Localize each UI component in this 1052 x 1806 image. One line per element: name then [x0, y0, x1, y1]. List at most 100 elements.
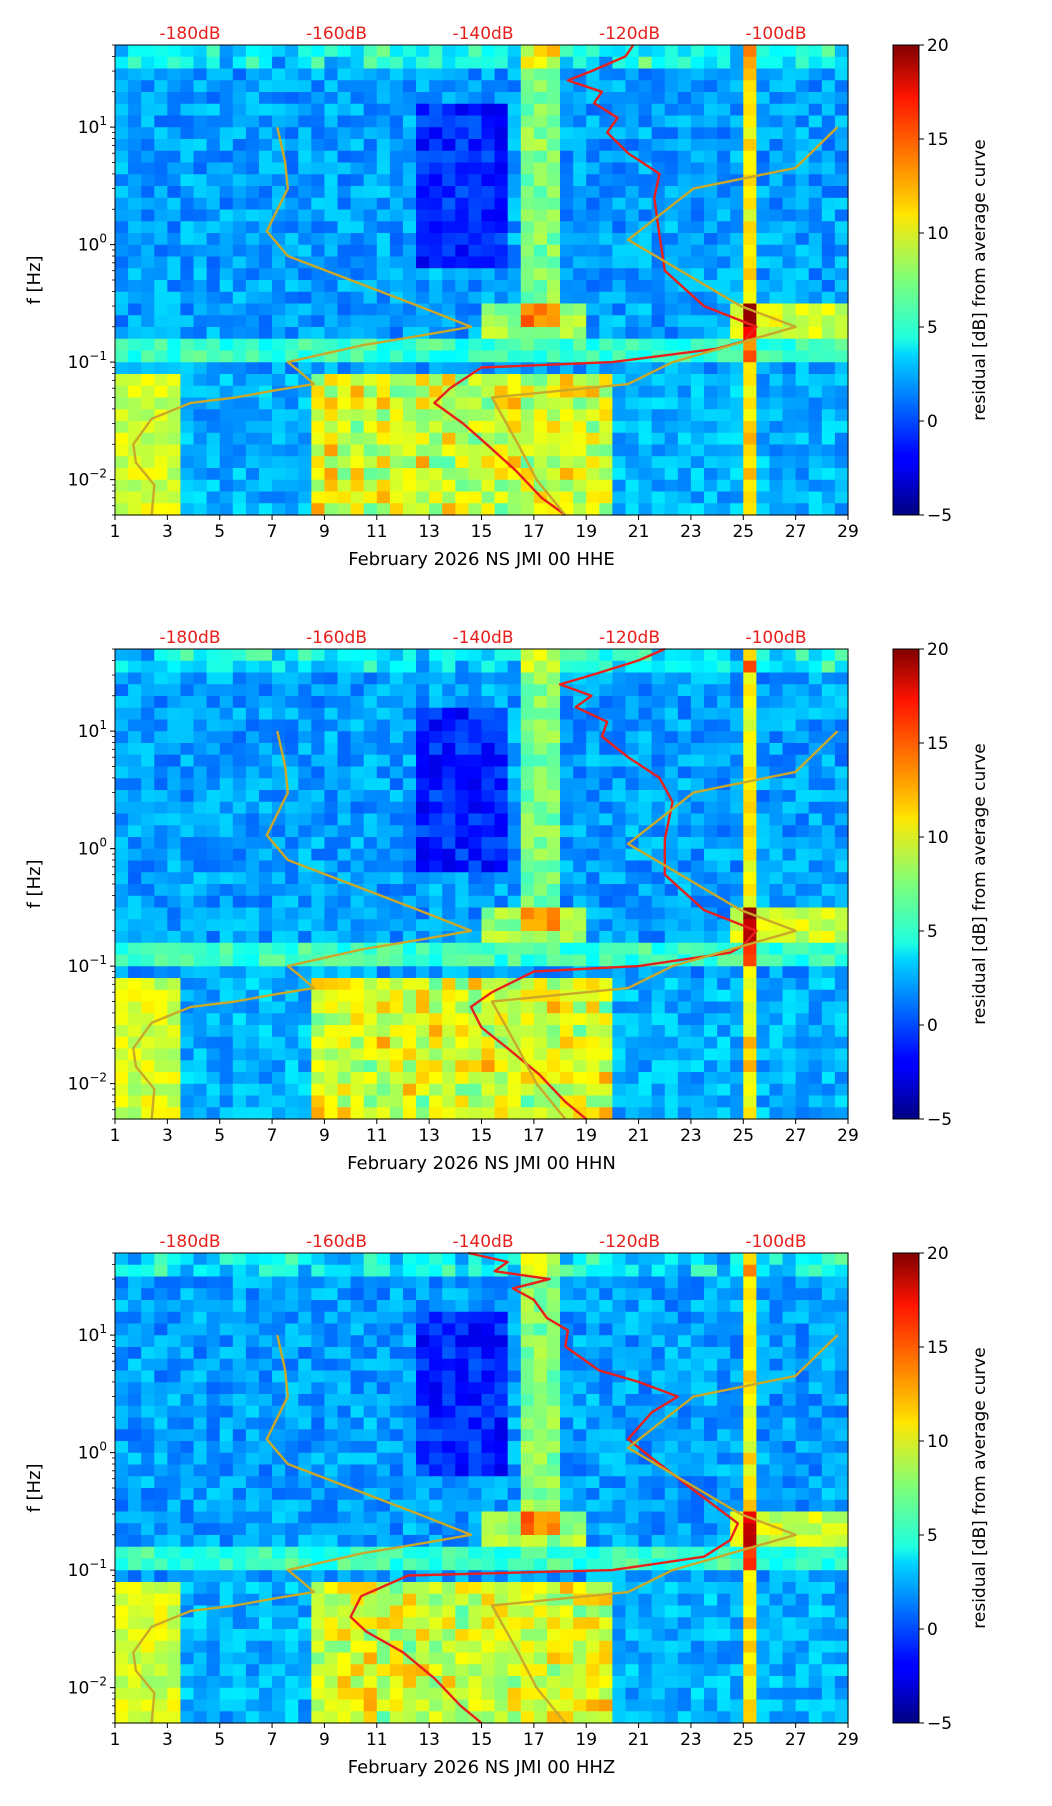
spectrogram-cell: [651, 92, 666, 105]
spectrogram-cell: [664, 56, 679, 70]
spectrogram-cell: [219, 731, 234, 744]
spectrogram-cell: [795, 503, 810, 516]
spectrogram-cell: [324, 1072, 339, 1085]
spectrogram-cell: [533, 1107, 548, 1120]
spectrogram-cell: [664, 649, 679, 662]
spectrogram-cell: [298, 672, 312, 685]
spectrogram-cell: [520, 115, 535, 128]
spectrogram-cell: [651, 696, 666, 709]
spectrogram-cell: [756, 754, 771, 768]
spectrogram-cell: [272, 444, 286, 457]
spectrogram-cell: [180, 1429, 195, 1442]
spectrogram-cell: [298, 1001, 312, 1014]
x-tick-label: 5: [214, 522, 225, 542]
spectrogram-cell: [206, 966, 221, 979]
spectrogram-cell: [128, 397, 142, 410]
spectrogram-cell: [481, 1060, 496, 1073]
spectrogram-cell: [638, 303, 653, 316]
spectrogram-cell: [494, 327, 509, 340]
spectrogram-cell: [573, 503, 587, 516]
spectrogram-cell: [468, 825, 483, 838]
spectrogram-cell: [481, 397, 496, 410]
spectrogram-cell: [677, 919, 692, 932]
spectrogram-cell: [141, 1036, 155, 1050]
spectrogram-cell: [285, 1013, 299, 1026]
x-tick-label: 15: [471, 522, 493, 542]
spectrogram-cell: [782, 409, 797, 422]
spectrogram-cell: [821, 221, 836, 234]
spectrogram-cell: [690, 1048, 705, 1061]
spectrogram-cell: [272, 280, 286, 293]
spectrogram-cell: [520, 931, 535, 944]
spectrogram-cell: [730, 385, 744, 399]
spectrogram-cell: [546, 162, 561, 175]
spectrogram-cell: [717, 754, 731, 768]
spectrogram-cell: [206, 503, 221, 516]
spectrogram-cell: [298, 221, 312, 234]
spectrogram-cell: [167, 456, 182, 469]
spectrogram-cell: [206, 719, 221, 732]
spectrogram-cell: [298, 837, 312, 850]
spectrogram-cell: [115, 1617, 129, 1630]
spectrogram-cell: [560, 385, 574, 399]
spectrogram-cell: [704, 696, 718, 709]
spectrogram-cell: [232, 1095, 247, 1108]
spectrogram-cell: [808, 456, 823, 469]
spectrogram-cell: [285, 197, 299, 211]
spectrogram-cell: [455, 672, 470, 685]
spectrogram-cell: [599, 954, 613, 967]
spectrogram-cell: [664, 256, 679, 269]
spectrogram-cell: [258, 127, 273, 140]
spectrogram-cell: [232, 315, 247, 328]
spectrogram-cell: [206, 1452, 221, 1466]
spectrogram-cell: [154, 1464, 168, 1477]
spectrogram-cell: [206, 1535, 221, 1548]
spectrogram-cell: [258, 291, 273, 305]
spectrogram-cell: [272, 1083, 286, 1097]
spectrogram-cell: [690, 444, 705, 457]
spectrogram-cell: [442, 280, 456, 293]
spectrogram-cell: [717, 197, 731, 211]
spectrogram-cell: [298, 491, 312, 504]
spectrogram-cell: [834, 860, 849, 873]
spectrogram-cell: [821, 421, 836, 434]
spectrogram-cell: [180, 1013, 195, 1026]
spectrogram-cell: [180, 291, 195, 305]
spectrogram-cell: [206, 409, 221, 422]
spectrogram-cell: [782, 860, 797, 873]
spectrogram-cell: [429, 837, 443, 850]
spectrogram-cell: [756, 813, 771, 826]
spectrogram-cell: [481, 162, 496, 175]
spectrogram-cell: [795, 790, 810, 803]
spectrogram-cell: [795, 884, 810, 897]
spectrogram-cell: [193, 1699, 208, 1712]
spectrogram-cell: [389, 491, 404, 504]
spectrogram-cell: [690, 801, 705, 815]
spectrogram-cell: [128, 1452, 142, 1466]
spectrogram-cell: [808, 127, 823, 140]
spectrogram-cell: [494, 1060, 509, 1073]
spectrogram-cell: [468, 1072, 483, 1085]
spectrogram-cell: [180, 966, 195, 979]
spectrogram-cell: [350, 374, 365, 387]
spectrogram-cell: [638, 895, 653, 909]
spectrogram-cell: [455, 103, 470, 117]
spectrogram-cell: [298, 754, 312, 768]
spectrogram-cell: [402, 907, 417, 920]
spectrogram-cell: [115, 1095, 129, 1108]
spectrogram-cell: [730, 350, 744, 363]
spectrogram-cell: [717, 1095, 731, 1108]
spectrogram-cell: [769, 707, 784, 721]
spectrogram-cell: [586, 444, 600, 457]
spectrogram-cell: [128, 1488, 142, 1501]
spectrogram-cell: [154, 1511, 168, 1524]
x-tick-label: 19: [575, 522, 597, 542]
spectrogram-cell: [154, 503, 168, 516]
spectrogram-cell: [115, 1593, 129, 1607]
spectrogram-cell: [730, 1083, 744, 1097]
spectrogram-cell: [795, 479, 810, 493]
spectrogram-cell: [154, 1347, 168, 1360]
spectrogram-cell: [625, 174, 640, 187]
spectrogram-cell: [664, 978, 679, 991]
spectrogram-cell: [612, 127, 627, 140]
